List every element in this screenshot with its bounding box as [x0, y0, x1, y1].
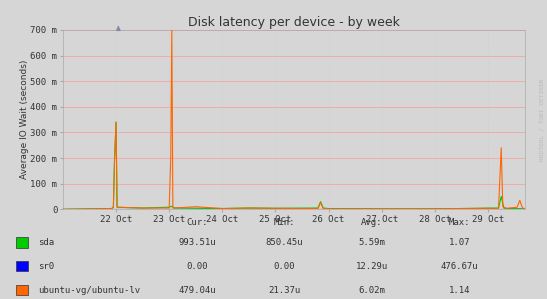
- Text: 21.37u: 21.37u: [269, 286, 300, 295]
- Text: Max:: Max:: [449, 218, 470, 227]
- Text: ubuntu-vg/ubuntu-lv: ubuntu-vg/ubuntu-lv: [38, 286, 141, 295]
- Text: 5.59m: 5.59m: [358, 238, 386, 247]
- Text: 1.14: 1.14: [449, 286, 470, 295]
- Text: 476.67u: 476.67u: [441, 262, 478, 271]
- Text: Cur:: Cur:: [186, 218, 208, 227]
- Text: 6.02m: 6.02m: [358, 286, 386, 295]
- Y-axis label: Average IO Wait (seconds): Average IO Wait (seconds): [20, 60, 29, 179]
- Text: 1.07: 1.07: [449, 238, 470, 247]
- Text: sda: sda: [38, 238, 54, 247]
- Text: 0.00: 0.00: [186, 262, 208, 271]
- Text: Avg:: Avg:: [361, 218, 383, 227]
- Text: RRDTOOL / TOBI OETIKER: RRDTOOL / TOBI OETIKER: [539, 78, 544, 161]
- Text: 12.29u: 12.29u: [356, 262, 388, 271]
- Text: 850.45u: 850.45u: [266, 238, 303, 247]
- Text: Min:: Min:: [274, 218, 295, 227]
- Text: 479.04u: 479.04u: [178, 286, 216, 295]
- Title: Disk latency per device - by week: Disk latency per device - by week: [188, 16, 400, 29]
- Text: sr0: sr0: [38, 262, 54, 271]
- Text: 993.51u: 993.51u: [178, 238, 216, 247]
- Text: 0.00: 0.00: [274, 262, 295, 271]
